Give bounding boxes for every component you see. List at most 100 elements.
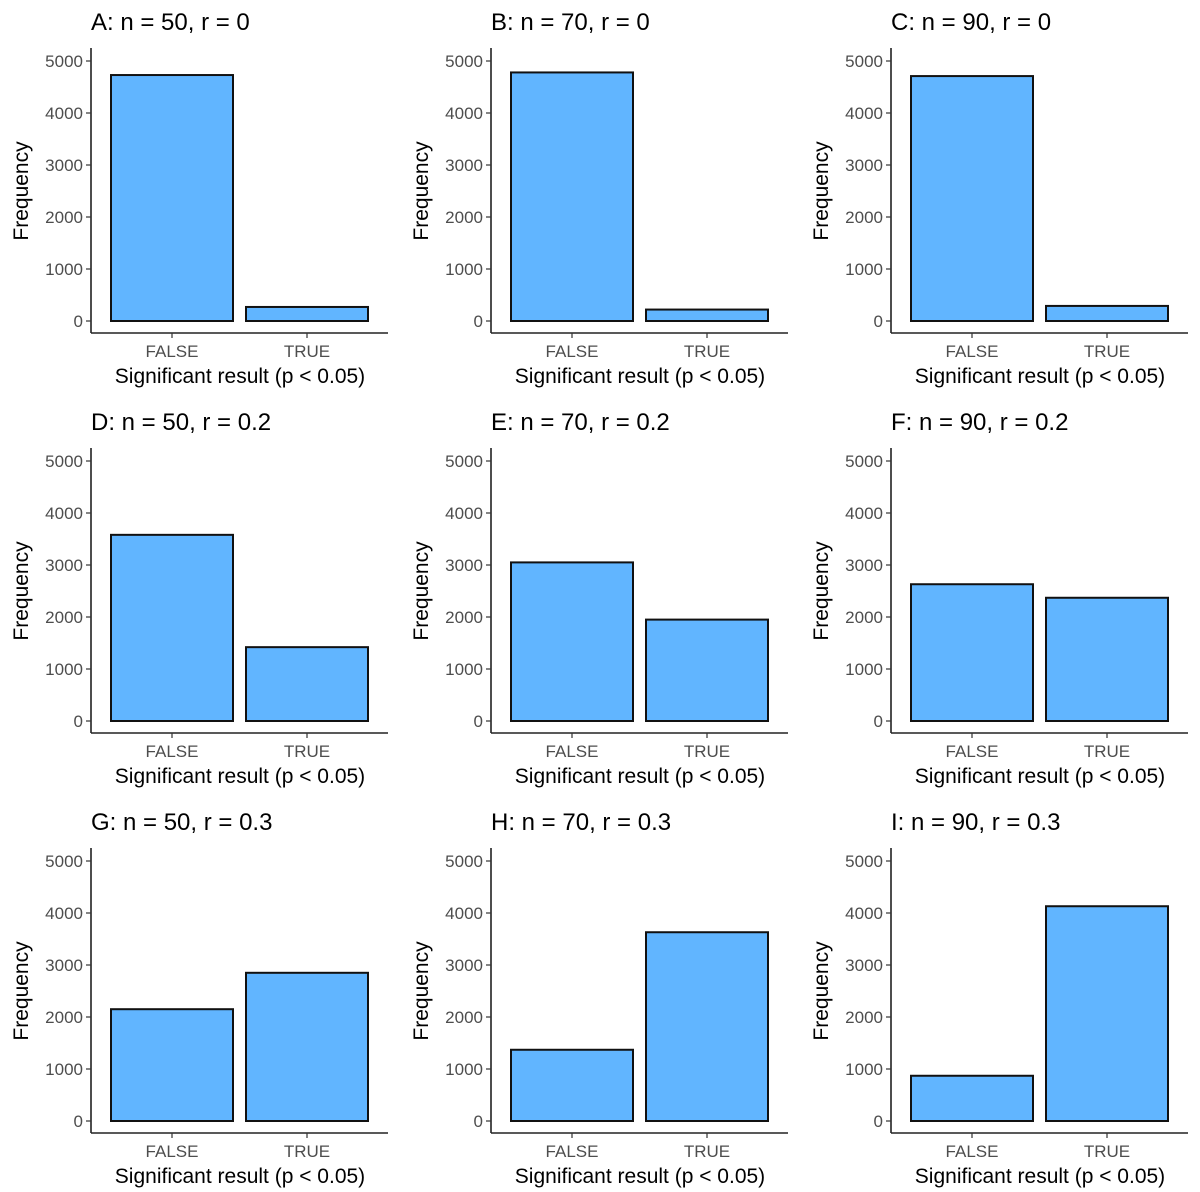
bar-true [645, 931, 769, 1122]
bar-true [245, 646, 369, 722]
y-tick-label: 3000 [445, 956, 483, 975]
y-tick-label: 2000 [845, 608, 883, 627]
bar-true [645, 618, 769, 723]
y-tick-label: 2000 [445, 608, 483, 627]
y-tick-label: 1000 [845, 660, 883, 679]
chart-panel: G: n = 50, r = 0.3 0 1000 2000 3000 4000 5000 F… [10, 809, 388, 1188]
y-axis-label: Frequency [810, 141, 833, 241]
y-tick-label: 1000 [845, 1060, 883, 1079]
x-axis-label: Significant result (p < 0.05) [515, 365, 765, 388]
y-tick-label: 0 [474, 712, 483, 731]
bar-true [1045, 304, 1169, 323]
x-axis-label: Significant result (p < 0.05) [115, 765, 365, 788]
y-axis-label: Frequency [810, 941, 833, 1041]
y-tick-label: 1000 [45, 660, 83, 679]
x-tick-label: TRUE [1084, 1142, 1130, 1161]
y-tick-label: 1000 [45, 1060, 83, 1079]
panel-title: B: n = 70, r = 0 [491, 9, 650, 36]
bar-false [910, 1074, 1034, 1123]
y-tick-label: 2000 [845, 1008, 883, 1027]
y-axis-label: Frequency [410, 141, 433, 241]
y-tick-label: 3000 [45, 156, 83, 175]
x-tick-label: FALSE [146, 742, 199, 761]
y-tick-label: 0 [874, 1112, 883, 1131]
y-tick-label: 2000 [45, 1008, 83, 1027]
y-tick-label: 3000 [845, 156, 883, 175]
x-axis-label: Significant result (p < 0.05) [515, 1165, 765, 1188]
y-axis-label: Frequency [10, 941, 33, 1041]
bar-true [645, 308, 769, 322]
x-tick-label: FALSE [146, 1142, 199, 1161]
y-tick-label: 0 [874, 712, 883, 731]
x-tick-label: TRUE [684, 742, 730, 761]
y-tick-label: 5000 [845, 452, 883, 471]
y-tick-label: 0 [474, 1112, 483, 1131]
chart-panel: H: n = 70, r = 0.3 0 1000 2000 3000 4000 5000 F… [410, 809, 788, 1188]
bar-false [510, 1048, 634, 1122]
panel-title: H: n = 70, r = 0.3 [491, 809, 671, 836]
bar-false [910, 75, 1034, 322]
y-tick-label: 0 [474, 312, 483, 331]
y-tick-label: 4000 [445, 104, 483, 123]
x-tick-label: TRUE [1084, 342, 1130, 361]
y-tick-label: 3000 [445, 156, 483, 175]
chart-panel: B: n = 70, r = 0 0 1000 2000 3000 4000 5000 FAL… [410, 9, 788, 388]
y-tick-label: 2000 [445, 208, 483, 227]
x-axis-label: Significant result (p < 0.05) [915, 1165, 1165, 1188]
y-tick-label: 1000 [45, 260, 83, 279]
bar-false [110, 533, 234, 722]
y-axis-label: Frequency [410, 941, 433, 1041]
y-tick-label: 0 [74, 312, 83, 331]
bar-false [110, 74, 234, 323]
y-tick-label: 5000 [845, 852, 883, 871]
x-axis-label: Significant result (p < 0.05) [115, 365, 365, 388]
y-tick-label: 3000 [45, 956, 83, 975]
y-axis-label: Frequency [10, 541, 33, 641]
y-tick-label: 4000 [45, 104, 83, 123]
y-tick-label: 4000 [445, 504, 483, 523]
y-tick-label: 4000 [45, 504, 83, 523]
bar-true [245, 971, 369, 1122]
chart-panel: I: n = 90, r = 0.3 0 1000 2000 3000 4000 5000 F… [810, 809, 1188, 1188]
y-tick-label: 5000 [445, 452, 483, 471]
y-tick-label: 3000 [845, 956, 883, 975]
y-tick-label: 0 [74, 1112, 83, 1131]
x-tick-label: TRUE [684, 342, 730, 361]
x-tick-label: FALSE [946, 1142, 999, 1161]
y-axis-label: Frequency [10, 141, 33, 241]
y-tick-label: 5000 [45, 852, 83, 871]
y-tick-label: 4000 [845, 104, 883, 123]
x-tick-label: FALSE [946, 342, 999, 361]
x-axis-label: Significant result (p < 0.05) [915, 765, 1165, 788]
x-tick-label: TRUE [684, 1142, 730, 1161]
x-tick-label: FALSE [546, 1142, 599, 1161]
y-tick-label: 1000 [445, 1060, 483, 1079]
y-tick-label: 0 [74, 712, 83, 731]
y-tick-label: 2000 [445, 1008, 483, 1027]
x-tick-label: TRUE [284, 342, 330, 361]
panel-title: G: n = 50, r = 0.3 [91, 809, 272, 836]
y-tick-label: 5000 [45, 52, 83, 71]
panel-title: I: n = 90, r = 0.3 [891, 809, 1060, 836]
y-tick-label: 0 [874, 312, 883, 331]
y-tick-label: 4000 [845, 904, 883, 923]
y-tick-label: 3000 [45, 556, 83, 575]
bar-true [245, 305, 369, 322]
y-tick-label: 5000 [445, 52, 483, 71]
y-tick-label: 3000 [445, 556, 483, 575]
y-tick-label: 5000 [845, 52, 883, 71]
y-tick-label: 2000 [845, 208, 883, 227]
panel-title: D: n = 50, r = 0.2 [91, 409, 271, 436]
y-tick-label: 1000 [445, 260, 483, 279]
chart-panel: F: n = 90, r = 0.2 0 1000 2000 3000 4000 5000 F… [810, 409, 1188, 788]
panel-title: C: n = 90, r = 0 [891, 9, 1051, 36]
panel-title: E: n = 70, r = 0.2 [491, 409, 670, 436]
y-tick-label: 1000 [445, 660, 483, 679]
y-axis-label: Frequency [410, 541, 433, 641]
bar-false [510, 561, 634, 722]
y-tick-label: 5000 [45, 452, 83, 471]
y-tick-label: 4000 [445, 904, 483, 923]
chart-panel: A: n = 50, r = 0 0 1000 2000 3000 4000 5000 FAL… [10, 9, 388, 388]
x-tick-label: FALSE [546, 342, 599, 361]
x-tick-label: FALSE [146, 342, 199, 361]
